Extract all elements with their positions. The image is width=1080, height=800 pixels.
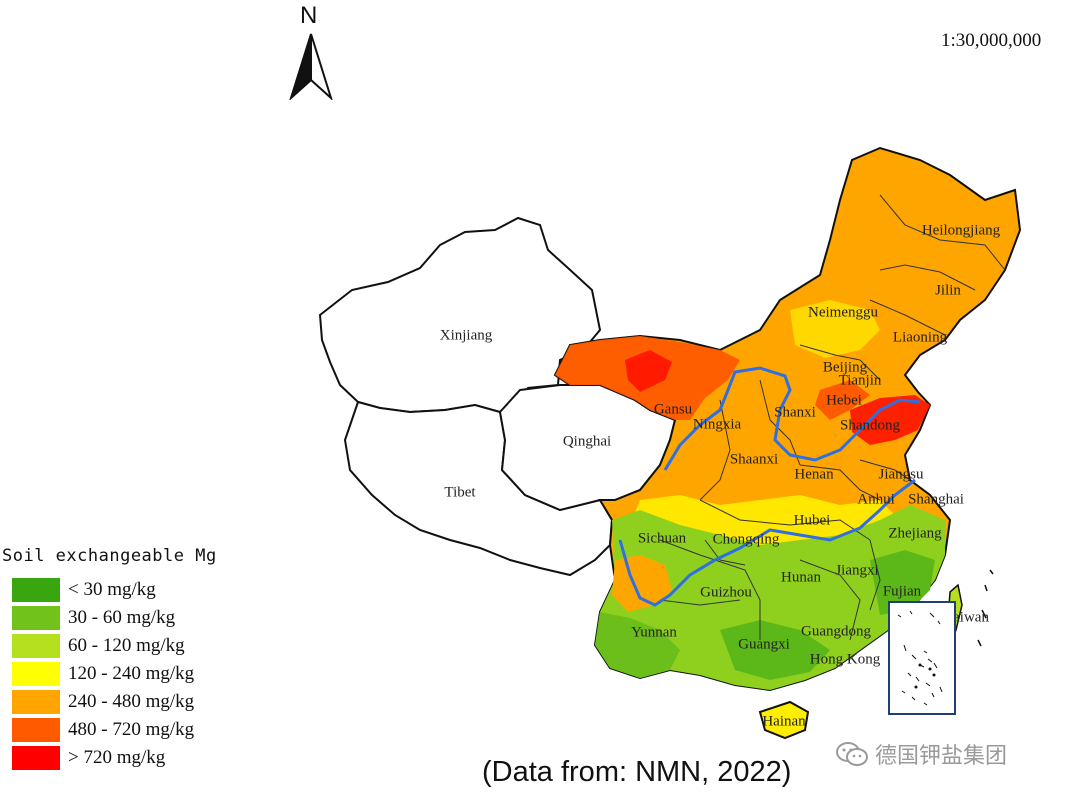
legend-item: 240 - 480 mg/kg xyxy=(12,688,217,716)
label-jilin: Jilin xyxy=(935,282,961,299)
region-hainan-shape xyxy=(758,700,810,740)
legend-item: 120 - 240 mg/kg xyxy=(12,660,217,688)
fujian-green-zone xyxy=(870,550,935,615)
label-liaoning: Liaoning xyxy=(892,329,948,346)
legend-swatch xyxy=(12,578,60,602)
legend-label: < 30 mg/kg xyxy=(68,579,156,600)
legend-label: 240 - 480 mg/kg xyxy=(68,691,195,712)
legend-label: 120 - 240 mg/kg xyxy=(68,663,195,684)
legend-swatch xyxy=(12,634,60,658)
label-tibet: Tibet xyxy=(444,484,476,501)
south-china-sea-inset xyxy=(888,601,956,715)
wechat-icon xyxy=(836,742,868,766)
label-shandong: Shandong xyxy=(840,417,900,434)
label-hunan: Hunan xyxy=(781,569,821,586)
label-hainan: Hainan xyxy=(762,713,806,730)
watermark: 德国钾盐集团 xyxy=(835,738,1007,770)
legend-title: Soil exchangeable Mg xyxy=(2,546,217,566)
label-shaanxi: Shaanxi xyxy=(729,451,779,468)
yellow-river-line xyxy=(663,366,921,471)
label-shanxi: Shanxi xyxy=(774,404,816,421)
legend-item: 480 - 720 mg/kg xyxy=(12,716,217,744)
legend-swatch xyxy=(12,746,60,770)
legend-swatch xyxy=(12,662,60,686)
label-heilongjiang: Heilongjiang xyxy=(921,222,1001,239)
label-guizhou: Guizhou xyxy=(700,584,752,601)
label-anhui: Anhui xyxy=(857,491,895,508)
yunnan-green-zone xyxy=(595,612,680,678)
coastal-islands xyxy=(977,569,994,647)
south-green-zone xyxy=(595,505,945,690)
guangxi-green-zone xyxy=(720,620,830,680)
legend-swatch xyxy=(12,606,60,630)
legend-label: 30 - 60 mg/kg xyxy=(68,607,176,628)
label-hubei: Hubei xyxy=(793,512,831,529)
province-borders xyxy=(659,194,1006,641)
map-legend: Soil exchangeable Mg < 30 mg/kg 30 - 60 … xyxy=(2,546,217,772)
label-taiwan: Taiwan xyxy=(945,609,989,626)
yangtze-river-line xyxy=(618,478,916,607)
label-tianjin: Tianjin xyxy=(838,372,882,389)
legend-label: 480 - 720 mg/kg xyxy=(68,719,195,740)
legend-item: > 720 mg/kg xyxy=(12,744,217,772)
label-henan: Henan xyxy=(794,466,834,483)
label-sichuan: Sichuan xyxy=(637,530,687,547)
label-hong-kong: Hong Kong xyxy=(809,651,881,668)
legend-label: 60 - 120 mg/kg xyxy=(68,635,185,656)
label-beijing: Beijing xyxy=(822,359,868,376)
gansu-peak-zone xyxy=(625,350,672,392)
label-xinjiang: Xinjiang xyxy=(439,327,493,344)
legend-label: > 720 mg/kg xyxy=(68,747,166,768)
legend-item: 30 - 60 mg/kg xyxy=(12,604,217,632)
label-shanghai: Shanghai xyxy=(908,491,964,508)
legend-item: < 30 mg/kg xyxy=(12,576,217,604)
label-jiangxi: Jiangxi xyxy=(835,562,879,579)
data-source-caption: (Data from: NMN, 2022) xyxy=(482,756,792,788)
label-zhejiang: Zhejiang xyxy=(888,525,942,542)
legend-swatch xyxy=(12,690,60,714)
label-gansu: Gansu xyxy=(653,401,693,418)
region-xinjiang-shape xyxy=(318,216,602,414)
map-scale: 1:30,000,000 xyxy=(941,30,1042,51)
legend-item: 60 - 120 mg/kg xyxy=(12,632,217,660)
label-guangdong: Guangdong xyxy=(801,623,871,640)
label-ningxia: Ningxia xyxy=(692,416,742,433)
label-fujian: Fujian xyxy=(882,583,922,600)
inset-islands-shape xyxy=(897,610,943,706)
north-letter: N xyxy=(300,2,318,29)
label-hebei: Hebei xyxy=(826,392,862,409)
watermark-text: 德国钾盐集团 xyxy=(875,744,1008,769)
shandong-peak-zone xyxy=(850,395,930,445)
label-guangxi: Guangxi xyxy=(738,636,790,653)
legend-swatch xyxy=(12,718,60,742)
label-chongqing: Chongqing xyxy=(712,531,780,548)
label-yunnan: Yunnan xyxy=(631,624,677,641)
north-arrow-icon xyxy=(289,33,333,100)
neimenggu-yellow-zone xyxy=(790,300,880,358)
hebei-high-zone xyxy=(815,380,870,420)
label-neimenggu: Neimenggu xyxy=(808,304,878,321)
label-qinghai: Qinghai xyxy=(562,433,612,450)
label-jiangsu: Jiangsu xyxy=(878,466,924,483)
